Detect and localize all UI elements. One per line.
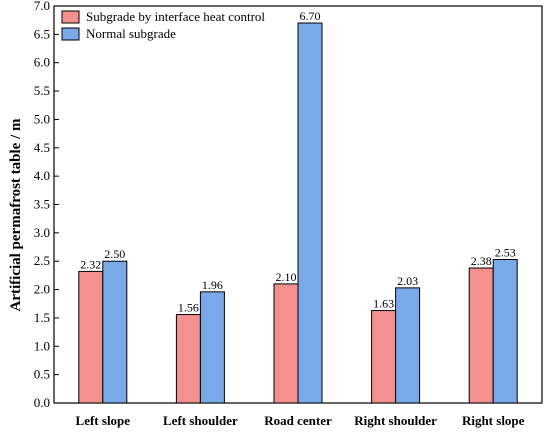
plot-area: 0.0 0.5 1.0 1.5 2.0 2.5 3.0 3.5 4.0 4.5 5.0 5.5 6.0 6… — [34, 0, 543, 428]
y-tick-label: 0.5 — [34, 367, 50, 382]
data-label: 2.32 — [80, 257, 101, 271]
data-label: 2.03 — [397, 274, 418, 288]
y-tick-label: 6.5 — [34, 26, 50, 41]
x-tick-label: Right slope — [462, 413, 525, 428]
x-tick-label: Right shoulder — [354, 413, 437, 428]
bar — [371, 310, 397, 404]
bar — [492, 259, 518, 404]
y-tick-label: 2.5 — [34, 253, 50, 268]
data-label: 2.38 — [471, 254, 492, 268]
bar — [175, 314, 201, 404]
legend-label: Subgrade by interface heat control — [86, 9, 265, 24]
y-tick-label: 7.0 — [34, 0, 50, 13]
y-tick-label: 5.5 — [34, 83, 50, 98]
data-label: 2.10 — [276, 270, 297, 284]
x-tick-label: Left slope — [76, 413, 131, 428]
bar — [395, 287, 421, 404]
bar — [468, 267, 494, 404]
bar — [102, 260, 128, 404]
y-tick-label: 6.0 — [34, 55, 50, 70]
bar — [78, 270, 104, 404]
data-label: 1.96 — [202, 278, 223, 292]
data-label: 2.50 — [104, 247, 125, 261]
x-tick-label: Left shoulder — [163, 413, 238, 428]
data-label: 2.53 — [495, 246, 516, 260]
y-tick-label: 1.5 — [34, 310, 50, 325]
legend-swatch — [61, 10, 80, 24]
data-label: 6.70 — [300, 9, 321, 23]
y-tick-label: 1.0 — [34, 338, 50, 353]
y-tick-label: 0.0 — [34, 395, 50, 410]
y-tick-label: 3.5 — [34, 197, 50, 212]
y-axis-label: Artificial permafrost table / m — [8, 118, 24, 312]
y-tick-label: 4.0 — [34, 168, 50, 183]
bar — [273, 283, 299, 404]
x-tick-label: Road center — [264, 413, 332, 428]
y-tick-label: 2.0 — [34, 282, 50, 297]
bar — [297, 22, 323, 404]
bar — [199, 291, 225, 404]
data-label: 1.63 — [373, 297, 394, 311]
legend-label: Normal subgrade — [86, 26, 176, 41]
legend-swatch — [61, 27, 80, 41]
data-label: 1.56 — [178, 301, 199, 315]
y-tick-label: 5.0 — [34, 111, 50, 126]
y-tick-label: 3.0 — [34, 225, 50, 240]
y-tick-label: 4.5 — [34, 140, 50, 155]
legend: Subgrade by interface heat control Normal… — [61, 9, 265, 41]
